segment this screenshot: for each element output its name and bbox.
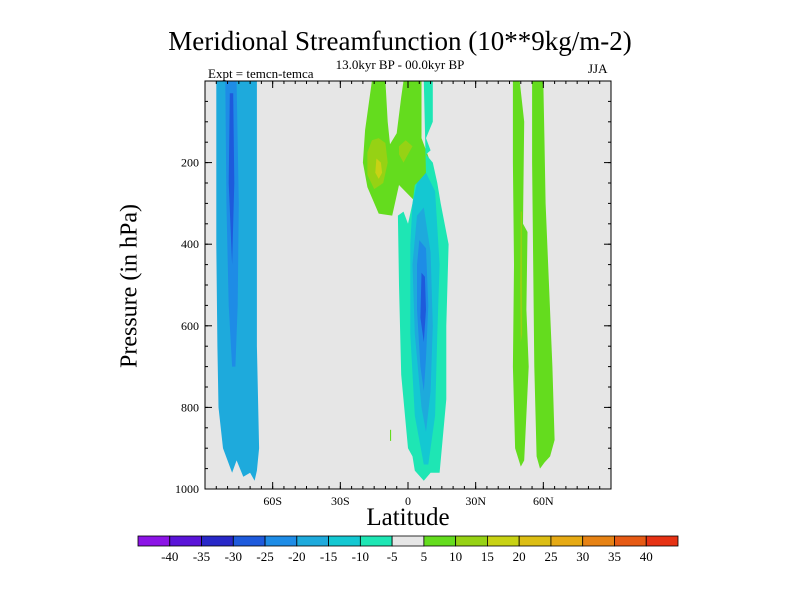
- colorbar-swatch: [582, 535, 615, 547]
- chart-subtitle: 13.0kyr BP - 00.0kyr BP: [335, 57, 465, 72]
- contour-region-nh-high-lat-positive-band: [532, 81, 555, 469]
- colorbar-swatch: [137, 535, 171, 547]
- experiment-label: Expt = temcn-temca: [208, 66, 314, 81]
- colorbar-swatch: [264, 535, 298, 547]
- contour-region-tropical-core-minus25: [420, 272, 426, 343]
- colorbar-label: -5: [387, 549, 398, 564]
- colorbar-label: -15: [320, 549, 337, 564]
- colorbar-label: 35: [608, 549, 621, 564]
- colorbar-swatch: [645, 535, 679, 547]
- colorbar-label: -25: [256, 549, 273, 564]
- x-tick-label: 30S: [331, 494, 350, 508]
- x-tick-label: 60S: [263, 494, 282, 508]
- colorbar-label: -35: [193, 549, 210, 564]
- colorbar-label: -40: [161, 549, 178, 564]
- colorbar-label: -30: [225, 549, 242, 564]
- contour-region-small-speck: [390, 429, 392, 441]
- colorbar-swatch: [423, 535, 457, 547]
- colorbar-swatch: [201, 535, 234, 547]
- contour-region-upper-trop-patch-20: [375, 158, 383, 179]
- axis-ticks: 60S 30S 0 30N 60N 200 400 600 800 1000: [175, 80, 612, 508]
- colorbar-swatch: [614, 535, 647, 547]
- contour-region-nh-midlat-thin-core: [520, 211, 523, 343]
- chart-title: Meridional Streamfunction (10**9kg/m-2): [168, 26, 632, 56]
- colorbar-swatch: [550, 535, 584, 547]
- colorbar-swatch: [455, 535, 488, 547]
- colorbar-label: 20: [513, 549, 526, 564]
- x-tick-label: 0: [405, 494, 411, 508]
- colorbar-label: 15: [481, 549, 494, 564]
- colorbar-swatch: [232, 535, 266, 547]
- contour-regions: [216, 81, 555, 481]
- colorbar-label: 40: [640, 549, 653, 564]
- colorbar-label: -10: [352, 549, 369, 564]
- colorbar-swatch: [518, 535, 552, 547]
- y-tick-label: 400: [181, 237, 199, 251]
- colorbar-swatch: [328, 535, 361, 547]
- contour-region-upper-trop-patch-15b: [399, 140, 413, 163]
- colorbar-swatch: [487, 535, 520, 547]
- season-label: JJA: [588, 61, 608, 76]
- x-axis-label: Latitude: [366, 504, 450, 531]
- colorbar-swatch: [359, 535, 393, 547]
- y-tick-label: 200: [181, 156, 199, 170]
- colorbar-label: 30: [576, 549, 589, 564]
- y-tick-label: 1000: [175, 482, 199, 496]
- x-tick-label: 30N: [465, 494, 486, 508]
- colorbar-label: 5: [421, 549, 428, 564]
- colorbar: -40 -35 -30 -25 -20 -15 -10 -5 5 10 15 20 25 30 35 40: [137, 535, 679, 564]
- colorbar-swatch: [296, 535, 329, 547]
- x-tick-label: 60N: [533, 494, 554, 508]
- y-tick-label: 600: [181, 319, 199, 333]
- colorbar-label: -20: [288, 549, 305, 564]
- y-tick-label: 800: [181, 400, 199, 414]
- colorbar-swatch: [391, 535, 425, 547]
- contour-region-sh-high-lat-core-minus20: [228, 93, 235, 265]
- colorbar-swatch: [169, 535, 202, 547]
- colorbar-label: 10: [449, 549, 462, 564]
- colorbar-label: 25: [544, 549, 557, 564]
